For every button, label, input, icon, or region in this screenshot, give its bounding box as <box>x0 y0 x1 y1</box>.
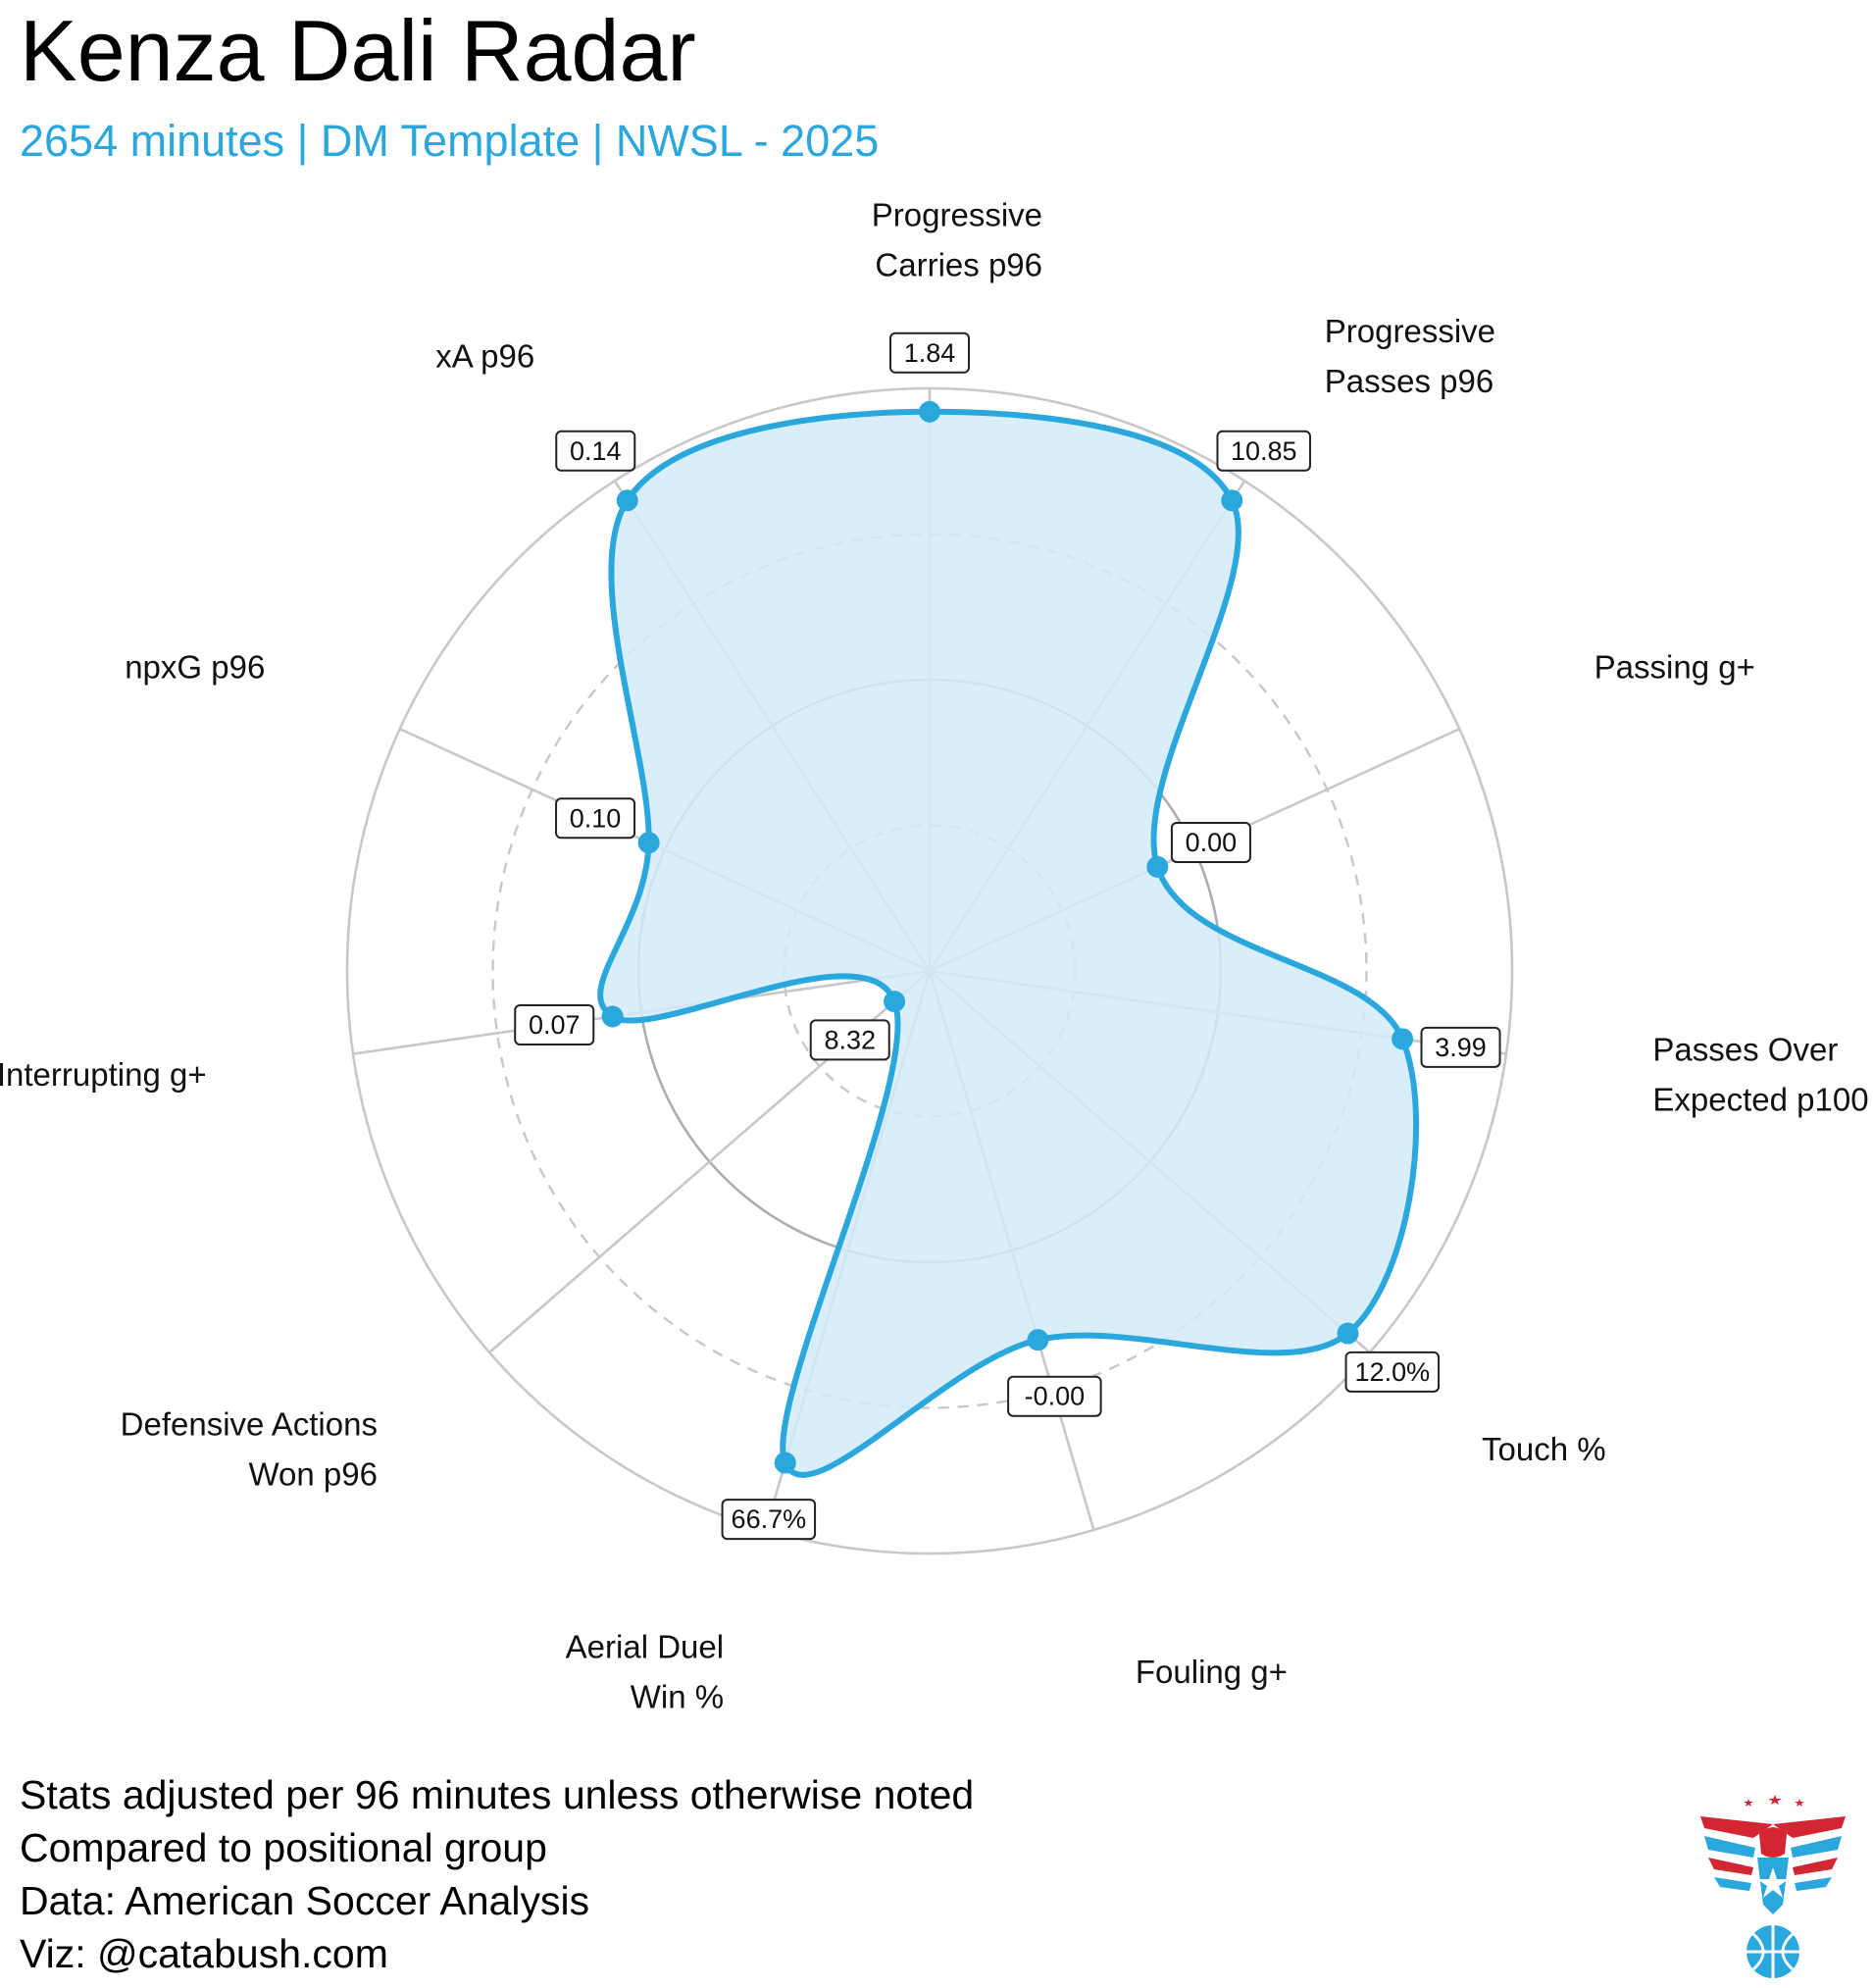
data-point-3 <box>1392 1028 1414 1050</box>
axis-label-line: Won p96 <box>248 1455 377 1492</box>
eagle-soccer-logo <box>1700 1795 1846 1978</box>
value-label-2: 0.00 <box>1186 828 1238 857</box>
axis-label-line: Passes Over <box>1652 1032 1838 1068</box>
value-box-4 <box>1344 1351 1441 1393</box>
value-box-6 <box>721 1499 817 1541</box>
value-label-5: -0.00 <box>1025 1382 1086 1411</box>
footnotes: Stats adjusted per 96 minutes unless oth… <box>20 1768 974 1980</box>
value-box-8 <box>514 1004 595 1046</box>
axis-label-line: Progressive <box>872 197 1042 233</box>
axis-label-4: Touch % <box>1482 1431 1606 1467</box>
chart-subtitle: 2654 minutes | DM Template | NWSL - 2025 <box>20 116 880 166</box>
chart-title: Kenza Dali Radar <box>20 2 696 99</box>
axis-label-line: Fouling g+ <box>1136 1654 1288 1690</box>
axis-label-6: Aerial Duel Win % <box>566 1628 724 1714</box>
value-box-3 <box>1420 1026 1501 1068</box>
axis-label-line: Carries p96 <box>875 247 1042 283</box>
axis-label-8: Interrupting g+ <box>0 1056 207 1093</box>
axis-labels: Progressive Carries p96 Progressive Passes … <box>0 197 1869 1715</box>
value-label-4: 12.0% <box>1355 1357 1431 1387</box>
axis-label-line: Win % <box>631 1678 724 1714</box>
value-box-5 <box>1007 1375 1102 1417</box>
data-point-4 <box>1337 1322 1359 1345</box>
axis-label-line: Passes p96 <box>1325 363 1493 399</box>
data-point-0 <box>919 400 940 423</box>
axis-label-line: Interrupting g+ <box>0 1056 207 1093</box>
axis-label-line: Progressive <box>1325 313 1495 349</box>
value-box-7 <box>809 1019 890 1061</box>
axis-label-line: npxG p96 <box>125 649 265 686</box>
footnote-comparison: Compared to positional group <box>20 1825 547 1870</box>
axis-label-line: Passing g+ <box>1595 649 1755 686</box>
footnote-data-source: Data: American Soccer Analysis <box>20 1878 590 1923</box>
radar-data: 1.84 10.85 0.00 3.99 12.0% -0.00 66.7% 8.32 0.07… <box>514 331 1501 1541</box>
axis-label-7: Defensive Actions Won p96 <box>121 1405 378 1492</box>
axis-label-0: Progressive Carries p96 <box>872 197 1042 283</box>
axis-label-2: Passing g+ <box>1595 649 1755 686</box>
value-label-6: 66.7% <box>732 1504 807 1534</box>
data-point-8 <box>601 1005 624 1028</box>
axis-label-1: Progressive Passes p96 <box>1325 313 1495 399</box>
value-label-8: 0.07 <box>529 1010 581 1040</box>
data-point-6 <box>774 1452 796 1474</box>
value-label-9: 0.10 <box>570 803 622 833</box>
data-point-5 <box>1027 1329 1049 1351</box>
value-label-1: 10.85 <box>1231 436 1297 466</box>
axis-label-line: Touch % <box>1482 1431 1606 1467</box>
axis-label-3: Passes Over Expected p100 <box>1652 1032 1868 1118</box>
radar-area <box>597 408 1420 1478</box>
data-point-7 <box>884 991 906 1013</box>
axis-label-line: Defensive Actions <box>121 1405 378 1442</box>
value-label-7: 8.32 <box>824 1025 876 1054</box>
data-point-9 <box>637 832 660 854</box>
axis-label-line: Expected p100 <box>1652 1082 1868 1118</box>
value-label-0: 1.84 <box>904 338 956 368</box>
axis-label-line: Aerial Duel <box>566 1628 724 1664</box>
axis-label-line: xA p96 <box>435 337 534 374</box>
value-box-0 <box>889 331 970 374</box>
value-box-9 <box>555 797 636 840</box>
footnote-adjustment: Stats adjusted per 96 minutes unless oth… <box>20 1772 975 1817</box>
value-box-10 <box>555 430 636 472</box>
data-point-1 <box>1221 489 1243 512</box>
data-point-2 <box>1146 855 1169 878</box>
grid-ring-75 <box>491 533 1368 1409</box>
value-label-3: 3.99 <box>1435 1033 1487 1062</box>
axis-label-5: Fouling g+ <box>1136 1654 1288 1690</box>
axis-label-9: npxG p96 <box>125 649 265 686</box>
axis-label-10: xA p96 <box>435 337 534 374</box>
value-box-1 <box>1216 430 1311 472</box>
radar-chart: 1.84 10.85 0.00 3.99 12.0% -0.00 66.7% 8.32 0.07… <box>0 197 1869 1715</box>
data-point-10 <box>616 489 638 512</box>
value-box-2 <box>1170 821 1251 863</box>
value-label-10: 0.14 <box>570 436 622 466</box>
footnote-viz-credit: Viz: @catabush.com <box>20 1931 388 1976</box>
